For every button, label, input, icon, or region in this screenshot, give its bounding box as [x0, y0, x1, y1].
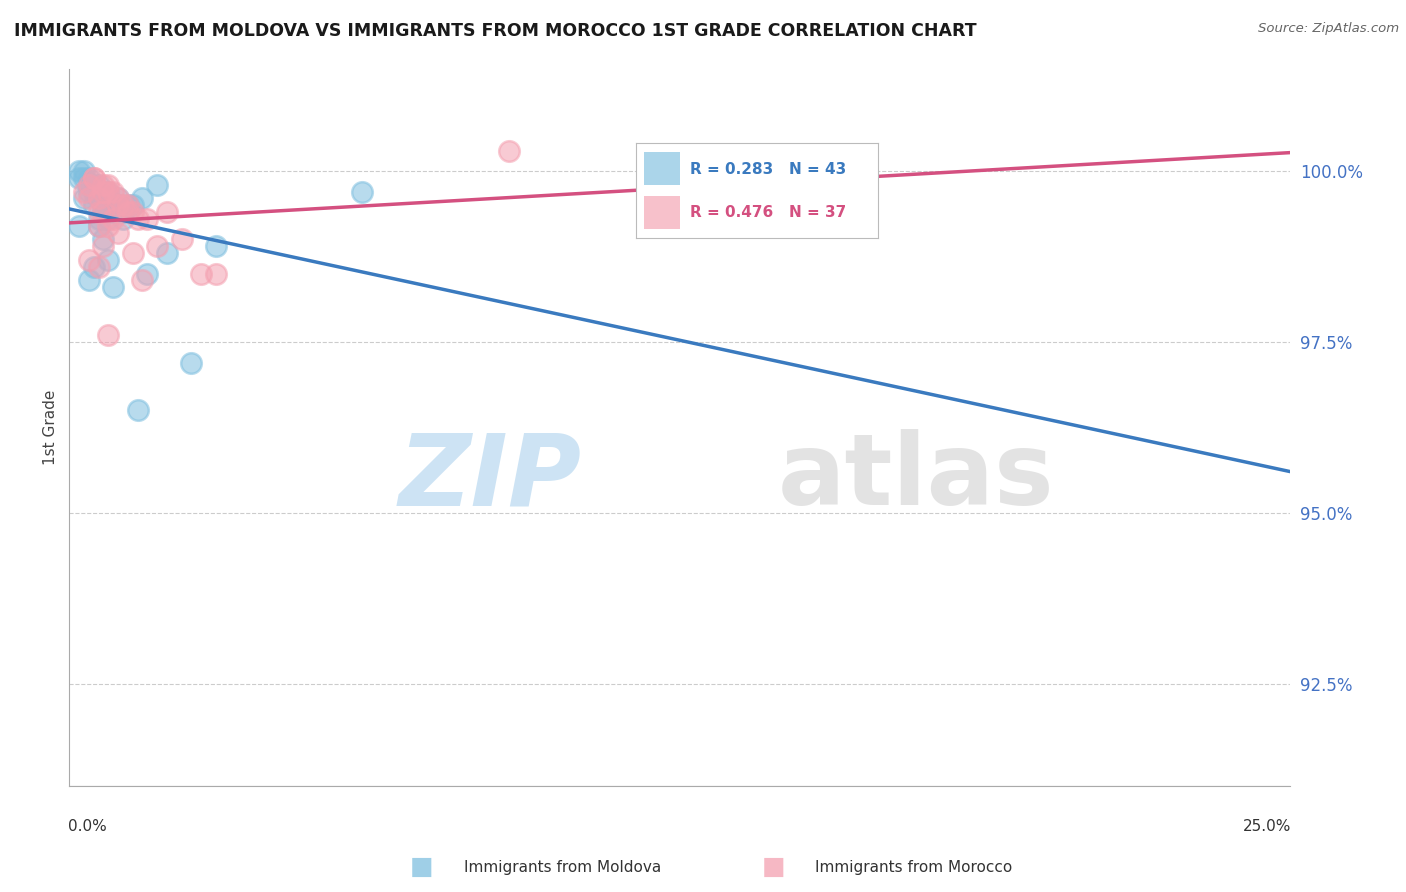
- Point: [83, 185, 105, 199]
- Text: R = 0.476   N = 37: R = 0.476 N = 37: [689, 205, 846, 220]
- Point: [97, 252, 120, 267]
- Point: [204, 267, 226, 281]
- Point: [83, 178, 105, 192]
- Point: [77, 252, 100, 267]
- Point: [146, 239, 169, 253]
- Point: [87, 191, 110, 205]
- Point: [103, 205, 125, 219]
- Text: 25.0%: 25.0%: [1243, 819, 1291, 834]
- Point: [107, 198, 129, 212]
- Point: [83, 170, 105, 185]
- Text: ■: ■: [762, 855, 785, 879]
- Point: [83, 198, 105, 212]
- Point: [97, 328, 120, 343]
- Point: [93, 239, 115, 253]
- Point: [87, 219, 110, 233]
- Point: [73, 164, 96, 178]
- Point: [204, 239, 226, 253]
- Point: [498, 144, 520, 158]
- Point: [93, 185, 115, 199]
- Point: [107, 191, 129, 205]
- Point: [77, 178, 100, 192]
- Point: [93, 198, 115, 212]
- Point: [77, 178, 100, 192]
- Point: [77, 273, 100, 287]
- Point: [73, 185, 96, 199]
- Point: [97, 178, 120, 192]
- Text: 0.0%: 0.0%: [67, 819, 107, 834]
- Point: [136, 267, 159, 281]
- Text: Immigrants from Moldova: Immigrants from Moldova: [464, 860, 661, 874]
- Point: [93, 232, 115, 246]
- Point: [87, 211, 110, 226]
- Point: [117, 205, 139, 219]
- Point: [93, 178, 115, 192]
- Point: [111, 205, 134, 219]
- Point: [111, 198, 134, 212]
- Point: [146, 178, 169, 192]
- Text: Source: ZipAtlas.com: Source: ZipAtlas.com: [1258, 22, 1399, 36]
- Point: [97, 185, 120, 199]
- Point: [170, 232, 193, 246]
- Point: [111, 211, 134, 226]
- Point: [67, 219, 90, 233]
- Point: [87, 219, 110, 233]
- Point: [127, 211, 149, 226]
- Point: [97, 191, 120, 205]
- Point: [93, 205, 115, 219]
- Point: [77, 170, 100, 185]
- Point: [117, 198, 139, 212]
- Point: [136, 211, 159, 226]
- Point: [107, 198, 129, 212]
- Point: [121, 205, 143, 219]
- Bar: [644, 195, 681, 229]
- Point: [121, 198, 143, 212]
- Point: [156, 246, 179, 260]
- Point: [83, 170, 105, 185]
- Point: [107, 226, 129, 240]
- Text: R = 0.283   N = 43: R = 0.283 N = 43: [689, 161, 846, 177]
- Point: [77, 185, 100, 199]
- Bar: [644, 152, 681, 186]
- Point: [103, 185, 125, 199]
- Point: [87, 191, 110, 205]
- Text: IMMIGRANTS FROM MOLDOVA VS IMMIGRANTS FROM MOROCCO 1ST GRADE CORRELATION CHART: IMMIGRANTS FROM MOLDOVA VS IMMIGRANTS FR…: [14, 22, 977, 40]
- Point: [97, 219, 120, 233]
- Point: [121, 246, 143, 260]
- Point: [87, 205, 110, 219]
- Point: [107, 191, 129, 205]
- Point: [131, 191, 153, 205]
- Text: atlas: atlas: [778, 429, 1054, 526]
- Point: [97, 185, 120, 199]
- Point: [127, 403, 149, 417]
- Point: [73, 170, 96, 185]
- Point: [352, 185, 374, 199]
- Text: ZIP: ZIP: [399, 429, 582, 526]
- Point: [67, 164, 90, 178]
- Text: ■: ■: [411, 855, 433, 879]
- Point: [131, 273, 153, 287]
- Point: [77, 191, 100, 205]
- Point: [117, 198, 139, 212]
- Point: [97, 211, 120, 226]
- Point: [87, 260, 110, 274]
- Point: [180, 355, 202, 369]
- Text: Immigrants from Morocco: Immigrants from Morocco: [815, 860, 1012, 874]
- Point: [83, 260, 105, 274]
- Y-axis label: 1st Grade: 1st Grade: [44, 390, 58, 466]
- Point: [156, 205, 179, 219]
- Point: [107, 198, 129, 212]
- Point: [190, 267, 212, 281]
- Point: [73, 191, 96, 205]
- Point: [103, 280, 125, 294]
- Point: [67, 170, 90, 185]
- Point: [93, 205, 115, 219]
- Point: [103, 198, 125, 212]
- Point: [87, 178, 110, 192]
- Point: [103, 211, 125, 226]
